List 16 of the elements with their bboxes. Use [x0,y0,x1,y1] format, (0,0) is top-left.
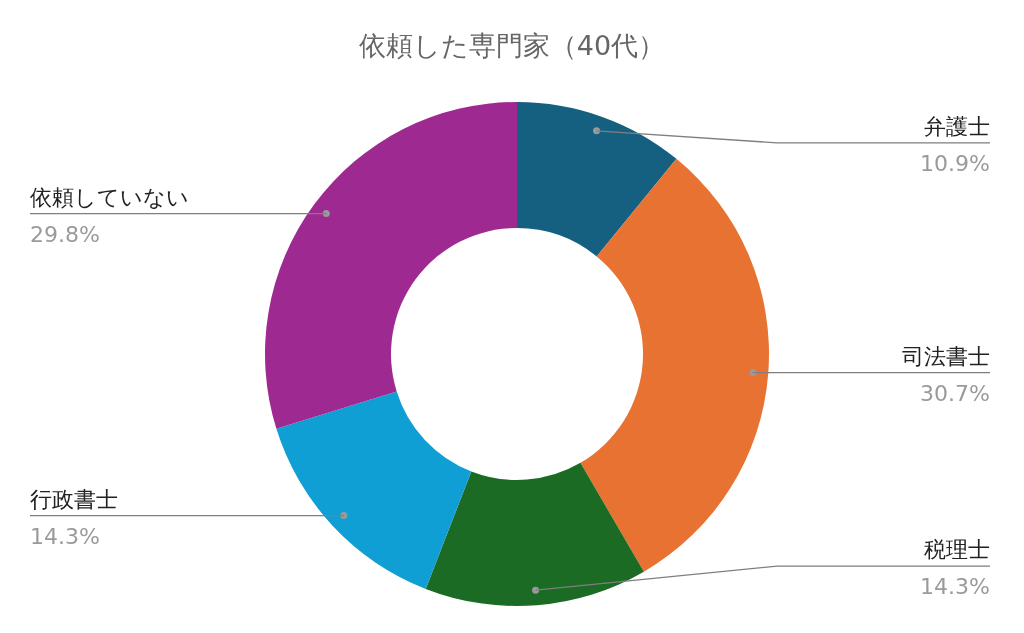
data-label: 14.3% [920,574,990,600]
donut-slice [276,391,472,589]
slice-label: 依頼していない [30,184,189,210]
data-label: 30.7% [920,380,990,406]
slice-label: 税理士 [924,537,990,563]
donut-slice [265,102,517,429]
chart-title: 依頼した専門家（40代） [357,29,667,63]
donut-slice [517,102,677,257]
slice-label: 弁護士 [924,113,990,139]
donut-slice [425,462,644,606]
donut-slice [580,158,769,572]
data-label: 29.8% [30,221,100,247]
slice-label: 行政書士 [30,486,118,512]
data-label: 10.9% [920,150,990,176]
data-label: 14.3% [30,523,100,549]
slice-label: 司法書士 [902,343,990,369]
